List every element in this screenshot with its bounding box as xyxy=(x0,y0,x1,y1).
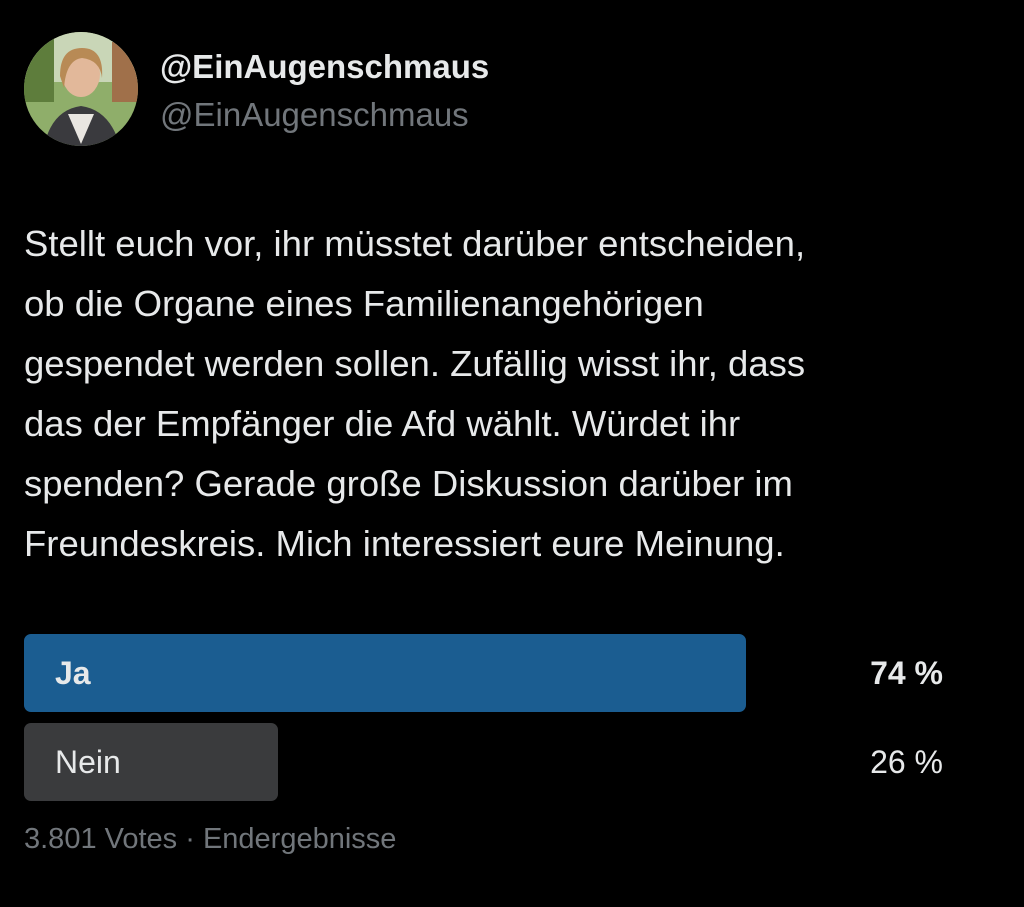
display-name[interactable]: @EinAugenschmaus xyxy=(160,48,490,85)
tweet-text: Stellt euch vor, ihr müsstet darüber ent… xyxy=(24,214,805,574)
poll-option-label: Nein xyxy=(55,744,121,780)
poll-percent: 74 % xyxy=(870,655,943,691)
tweet-line: das der Empfänger die Afd wählt. Würdet … xyxy=(24,403,741,444)
tweet-line: gespendet werden sollen. Zufällig wisst … xyxy=(24,343,806,384)
tweet-line: Freundeskreis. Mich interessiert eure Me… xyxy=(24,523,785,564)
poll-option: Ja 74 % xyxy=(24,634,999,712)
poll-percent: 26 % xyxy=(870,744,943,780)
handle[interactable]: @EinAugenschmaus xyxy=(160,96,469,133)
poll-bar xyxy=(24,723,278,801)
poll-option-label: Ja xyxy=(55,655,91,691)
poll-footer: 3.801 Votes · Endergebnisse xyxy=(24,823,397,855)
tweet-line: Stellt euch vor, ihr müsstet darüber ent… xyxy=(24,223,806,264)
tweet-line: ob die Organe eines Familienangehörigen xyxy=(24,283,704,324)
poll-option: Nein 26 % xyxy=(24,723,999,801)
tweet-line: spenden? Gerade große Diskussion darüber… xyxy=(24,463,793,504)
avatar[interactable] xyxy=(24,32,138,146)
poll-bar xyxy=(24,634,746,712)
